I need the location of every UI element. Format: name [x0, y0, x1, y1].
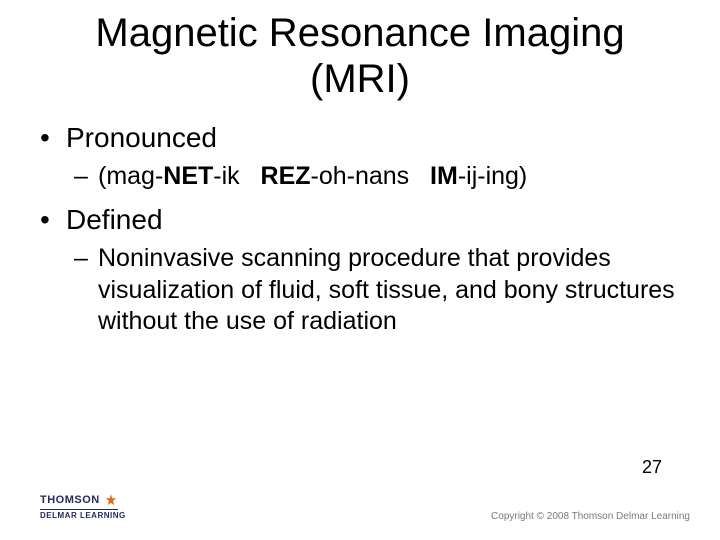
- pronounced-label: Pronounced: [66, 122, 217, 153]
- pronunciation-line: (mag-NET-ik REZ-oh-nans IM-ij-ing): [40, 161, 680, 192]
- definition-text: Noninvasive scanning procedure that prov…: [40, 243, 680, 337]
- slide-title: Magnetic Resonance Imaging (MRI): [0, 0, 720, 102]
- slide: Magnetic Resonance Imaging (MRI) Pronoun…: [0, 0, 720, 540]
- star-icon: [104, 493, 118, 507]
- pron-open: (mag-: [98, 162, 163, 190]
- bullet-defined: Defined: [40, 202, 680, 237]
- slide-body: Pronounced (mag-NET-ik REZ-oh-nans IM-ij…: [0, 102, 720, 337]
- thomson-block: THOMSON DELMAR LEARNING: [40, 493, 126, 520]
- pron-stress-3: IM: [430, 162, 458, 190]
- brand-main-text: THOMSON: [40, 495, 100, 506]
- pron-mid-2: -oh-nans: [311, 162, 431, 190]
- thomson-wordmark: THOMSON: [40, 493, 118, 510]
- pron-stress-2: REZ: [261, 162, 311, 190]
- bullet-pronounced: Pronounced: [40, 120, 680, 155]
- publisher-logo: THOMSON DELMAR LEARNING: [40, 493, 126, 520]
- pron-mid-1: -ik: [213, 162, 260, 190]
- brand-sub-text: DELMAR LEARNING: [40, 512, 126, 520]
- pron-close: -ij-ing): [458, 162, 527, 190]
- defined-label: Defined: [66, 204, 163, 235]
- title-line-2: (MRI): [310, 57, 410, 101]
- pron-stress-1: NET: [163, 162, 213, 190]
- copyright-text: Copyright © 2008 Thomson Delmar Learning: [491, 511, 690, 522]
- slide-number: 27: [642, 457, 662, 478]
- title-line-1: Magnetic Resonance Imaging: [95, 11, 624, 55]
